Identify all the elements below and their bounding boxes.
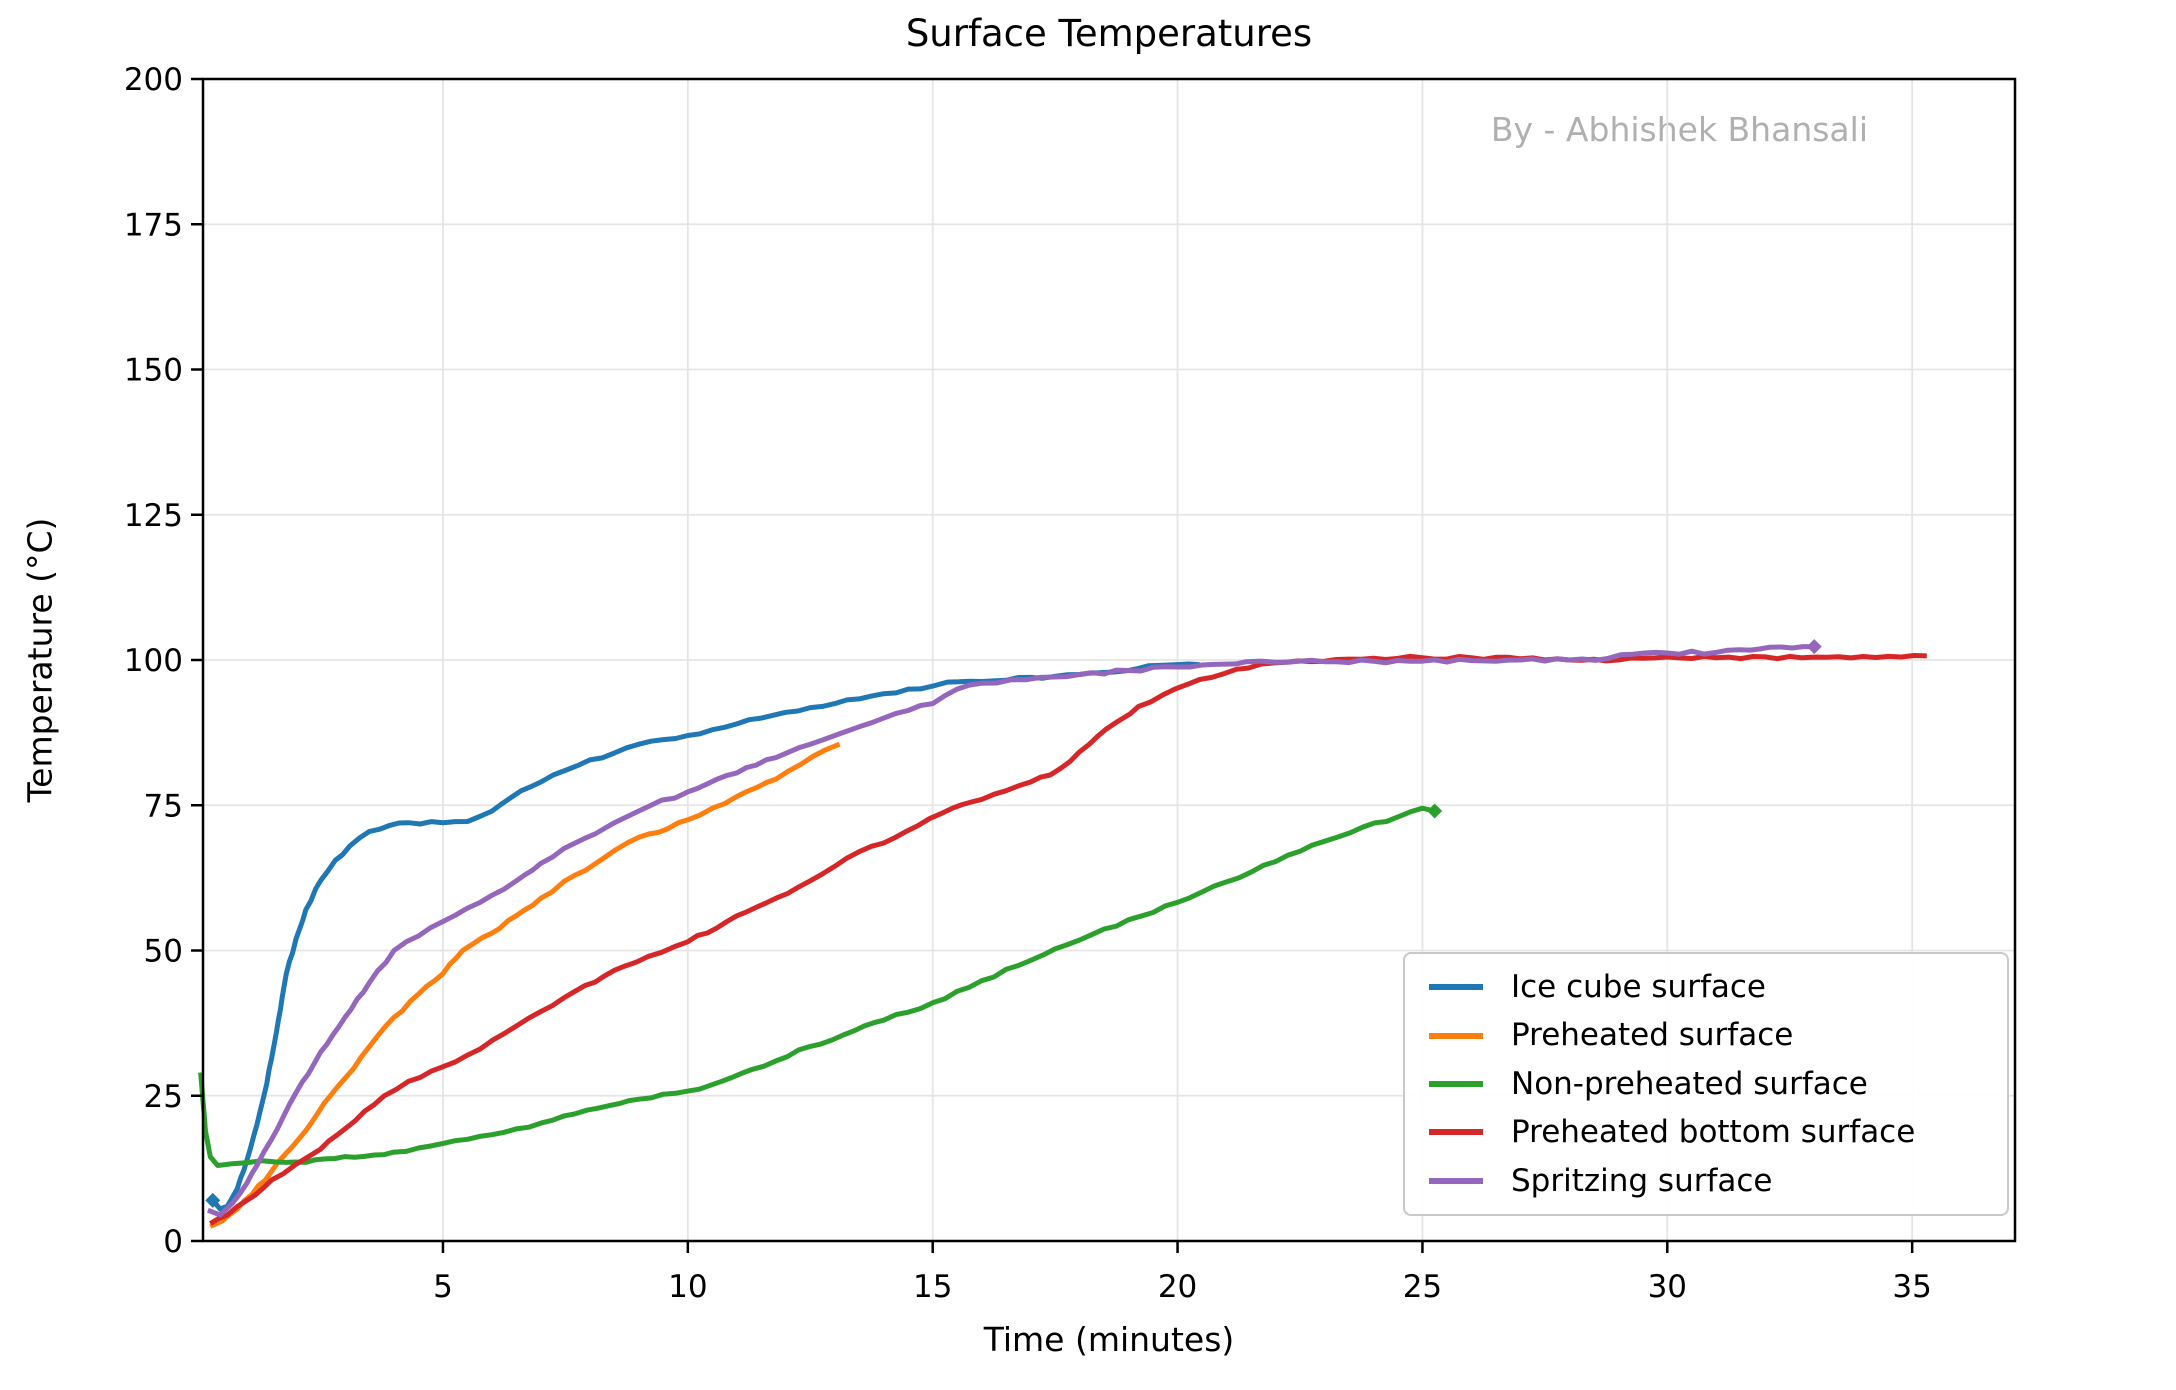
watermark-text: By - Abhishek Bhansali xyxy=(1490,110,1868,149)
series-line-ice-cube-surface xyxy=(210,661,1200,1212)
series-line-non-preheated-surface xyxy=(198,805,1436,1168)
x-tick-label: 5 xyxy=(433,1269,453,1305)
x-tick-label: 35 xyxy=(1892,1269,1931,1305)
legend-item: Spritzing surface xyxy=(1429,1164,1983,1198)
legend-swatch-line xyxy=(1429,1177,1483,1184)
legend-swatch-line xyxy=(1429,1032,1483,1039)
y-tick-label: 200 xyxy=(124,62,183,98)
series-line-spritzing-surface xyxy=(207,644,1815,1218)
y-tick-label: 175 xyxy=(124,207,183,243)
x-tick-label: 15 xyxy=(913,1269,952,1305)
series-line-preheated-surface xyxy=(209,741,841,1229)
series-endpoint-marker xyxy=(1806,639,1822,655)
legend-label: Preheated bottom surface xyxy=(1511,1114,1916,1151)
series-endpoint-marker xyxy=(1427,803,1443,819)
y-tick-label: 100 xyxy=(124,643,183,679)
legend-item: Non-preheated surface xyxy=(1429,1067,1983,1101)
x-tick-label: 20 xyxy=(1158,1269,1197,1305)
legend-swatch-line xyxy=(1429,984,1483,991)
x-tick-label: 30 xyxy=(1648,1269,1687,1305)
series-line-preheated-bottom-surface xyxy=(209,653,1927,1226)
x-axis-label: Time (minutes) xyxy=(983,1320,1235,1359)
legend-label: Ice cube surface xyxy=(1511,969,1766,1005)
y-tick-label: 50 xyxy=(144,934,183,970)
legend-item: Ice cube surface xyxy=(1429,970,1983,1004)
y-tick-label: 25 xyxy=(144,1079,183,1115)
legend-item: Preheated surface xyxy=(1429,1017,1983,1054)
legend-swatch-line xyxy=(1429,1080,1483,1087)
legend-label: Preheated surface xyxy=(1511,1017,1794,1054)
legend-swatch-line xyxy=(1429,1129,1483,1136)
y-tick-label: 0 xyxy=(163,1224,183,1260)
y-tick-label: 150 xyxy=(124,353,183,389)
y-tick-label: 75 xyxy=(144,788,183,824)
legend-box: Ice cube surface Preheated surface Non-pre… xyxy=(1403,952,2009,1216)
x-tick-label: 10 xyxy=(668,1269,707,1305)
x-tick-label: 25 xyxy=(1403,1269,1442,1305)
series-endpoint-marker xyxy=(205,1192,221,1208)
y-tick-label: 125 xyxy=(124,498,183,534)
y-axis-label: Temperature (°C) xyxy=(20,517,60,803)
legend-label: Spritzing surface xyxy=(1511,1162,1773,1199)
legend-label: Non-preheated surface xyxy=(1511,1065,1868,1102)
chart-title: Surface Temperatures xyxy=(905,12,1313,55)
legend-item: Preheated bottom surface xyxy=(1429,1114,1983,1151)
